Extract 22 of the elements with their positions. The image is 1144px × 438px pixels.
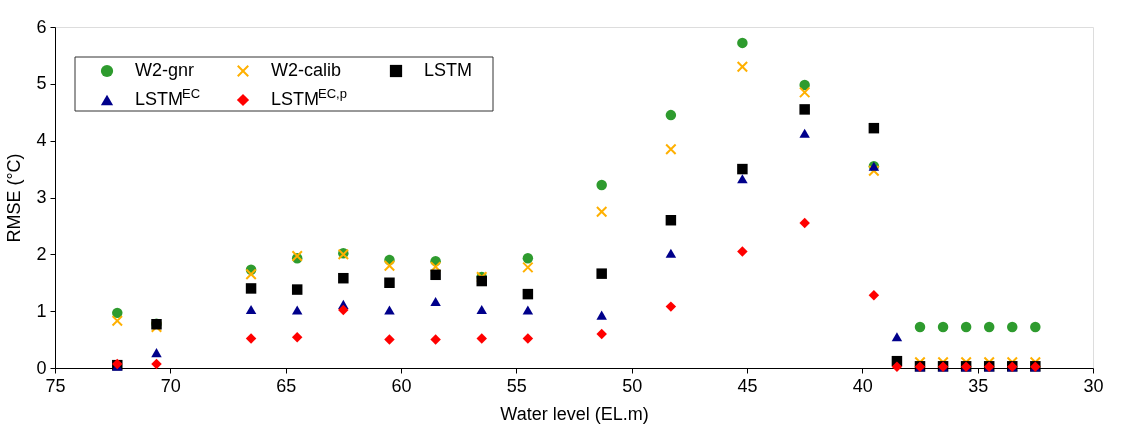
x-tick-label: 50 <box>622 375 643 396</box>
y-tick-label: 5 <box>36 73 47 94</box>
legend-label: LSTM <box>424 60 473 80</box>
x-tick-label: 75 <box>45 375 66 396</box>
legend-label: W2-gnr <box>135 60 195 80</box>
y-tick-label: 1 <box>36 300 47 321</box>
legend-label: W2-calib <box>271 60 342 80</box>
x-tick-label: 65 <box>276 375 297 396</box>
x-tick-label: 30 <box>1083 375 1104 396</box>
x-tick-label: 70 <box>160 375 181 396</box>
y-tick-label: 2 <box>36 243 47 264</box>
x-tick-label: 45 <box>737 375 758 396</box>
y-tick-label: 0 <box>36 357 47 378</box>
x-tick-label: 35 <box>968 375 989 396</box>
x-axis-title: Water level (EL.m) <box>500 403 649 424</box>
y-axis-title: RMSE (°C) <box>4 153 25 243</box>
x-tick-label: 55 <box>506 375 527 396</box>
x-tick-label: 40 <box>852 375 873 396</box>
y-tick-label: 3 <box>36 187 47 207</box>
y-tick-label: 4 <box>36 130 47 151</box>
y-tick-label: 6 <box>36 16 47 37</box>
x-tick-label: 60 <box>391 375 412 396</box>
